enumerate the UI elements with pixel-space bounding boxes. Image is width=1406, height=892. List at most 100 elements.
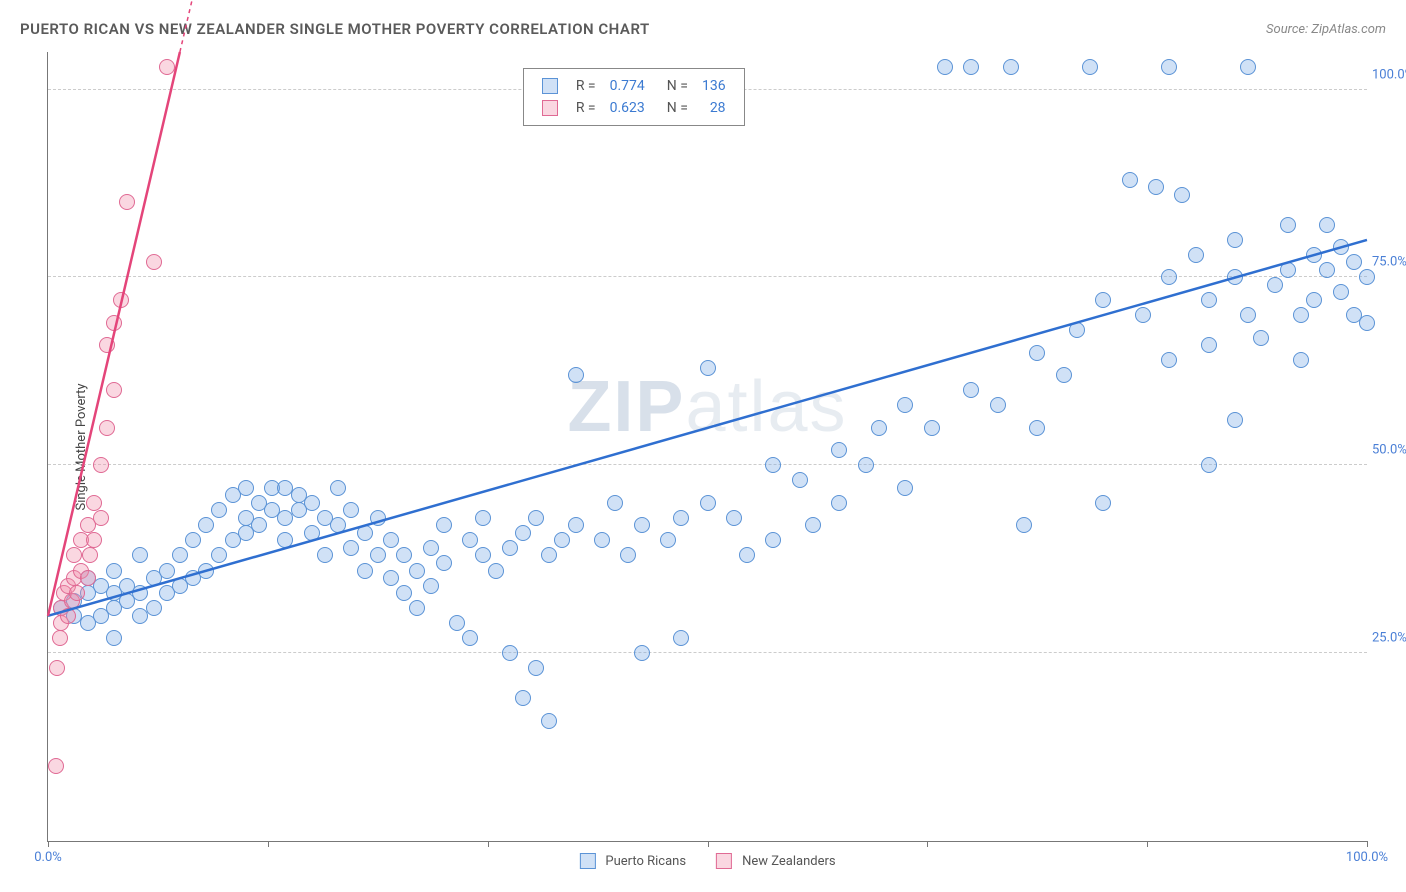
data-point	[963, 59, 979, 75]
data-point	[86, 495, 102, 511]
data-point	[304, 525, 320, 541]
data-point	[106, 630, 122, 646]
data-point	[897, 480, 913, 496]
data-point	[515, 690, 531, 706]
data-point	[1188, 247, 1204, 263]
data-point	[739, 547, 755, 563]
data-point	[238, 480, 254, 496]
data-point	[423, 540, 439, 556]
data-point	[528, 510, 544, 526]
chart-title: PUERTO RICAN VS NEW ZEALANDER SINGLE MOT…	[20, 20, 650, 38]
source-attribution: Source: ZipAtlas.com	[1266, 22, 1386, 37]
data-point	[132, 585, 148, 601]
data-point	[330, 517, 346, 533]
data-point	[1016, 517, 1032, 533]
data-point	[436, 555, 452, 571]
data-point	[462, 532, 478, 548]
legend-label: New Zealanders	[742, 854, 836, 869]
data-point	[211, 547, 227, 563]
data-point	[700, 495, 716, 511]
data-point	[66, 547, 82, 563]
plot-area: 25.0%50.0%75.0%100.0%	[48, 52, 1367, 841]
data-point	[1240, 59, 1256, 75]
data-point	[1003, 59, 1019, 75]
data-point	[93, 510, 109, 526]
data-point	[726, 510, 742, 526]
data-point	[634, 645, 650, 661]
data-point	[370, 510, 386, 526]
data-point	[396, 585, 412, 601]
data-point	[159, 59, 175, 75]
data-point	[409, 600, 425, 616]
data-point	[48, 758, 64, 774]
data-point	[185, 532, 201, 548]
data-point	[106, 315, 122, 331]
legend-item-puerto-ricans: Puerto Ricans	[579, 853, 686, 869]
data-point	[1161, 59, 1177, 75]
data-point	[409, 563, 425, 579]
data-point	[871, 420, 887, 436]
data-point	[475, 547, 491, 563]
data-point	[502, 645, 518, 661]
data-point	[1253, 330, 1269, 346]
data-point	[541, 713, 557, 729]
data-point	[198, 563, 214, 579]
data-point	[304, 495, 320, 511]
x-axis-max-label: 100.0%	[1346, 850, 1388, 865]
data-point	[488, 563, 504, 579]
data-point	[106, 382, 122, 398]
data-point	[792, 472, 808, 488]
data-point	[80, 570, 96, 586]
data-point	[554, 532, 570, 548]
data-point	[673, 510, 689, 526]
data-point	[383, 570, 399, 586]
series-legend: Puerto Ricans New Zealanders	[579, 853, 835, 869]
data-point	[1267, 277, 1283, 293]
data-point	[357, 525, 373, 541]
data-point	[765, 532, 781, 548]
data-point	[370, 547, 386, 563]
data-point	[1293, 352, 1309, 368]
data-point	[357, 563, 373, 579]
data-point	[119, 194, 135, 210]
data-point	[1240, 307, 1256, 323]
data-point	[52, 630, 68, 646]
data-point	[1029, 345, 1045, 361]
data-point	[1095, 495, 1111, 511]
data-point	[1201, 292, 1217, 308]
data-point	[765, 457, 781, 473]
data-point	[990, 397, 1006, 413]
data-point	[211, 502, 227, 518]
data-point	[1148, 179, 1164, 195]
data-point	[93, 457, 109, 473]
data-point	[1333, 284, 1349, 300]
data-point	[49, 660, 65, 676]
data-point	[1306, 292, 1322, 308]
data-point	[1359, 315, 1375, 331]
x-axis-min-label: 0.0%	[34, 850, 62, 865]
data-point	[1293, 307, 1309, 323]
y-tick-label: 75.0%	[1372, 255, 1406, 270]
data-point	[1201, 337, 1217, 353]
data-point	[541, 547, 557, 563]
data-point	[146, 254, 162, 270]
y-tick-label: 50.0%	[1372, 443, 1406, 458]
legend-swatch-icon	[579, 853, 595, 869]
data-point	[568, 517, 584, 533]
data-point	[831, 442, 847, 458]
data-point	[1280, 262, 1296, 278]
legend-item-new-zealanders: New Zealanders	[716, 853, 836, 869]
data-point	[198, 517, 214, 533]
correlation-legend: R =0.774N =136R =0.623N =28	[523, 68, 745, 127]
data-point	[132, 547, 148, 563]
y-tick-label: 100.0%	[1372, 67, 1406, 82]
data-point	[436, 517, 452, 533]
data-point	[634, 517, 650, 533]
data-point	[99, 420, 115, 436]
data-point	[99, 337, 115, 353]
data-point	[113, 292, 129, 308]
data-point	[1122, 172, 1138, 188]
data-point	[1319, 262, 1335, 278]
data-point	[1174, 187, 1190, 203]
data-point	[343, 540, 359, 556]
